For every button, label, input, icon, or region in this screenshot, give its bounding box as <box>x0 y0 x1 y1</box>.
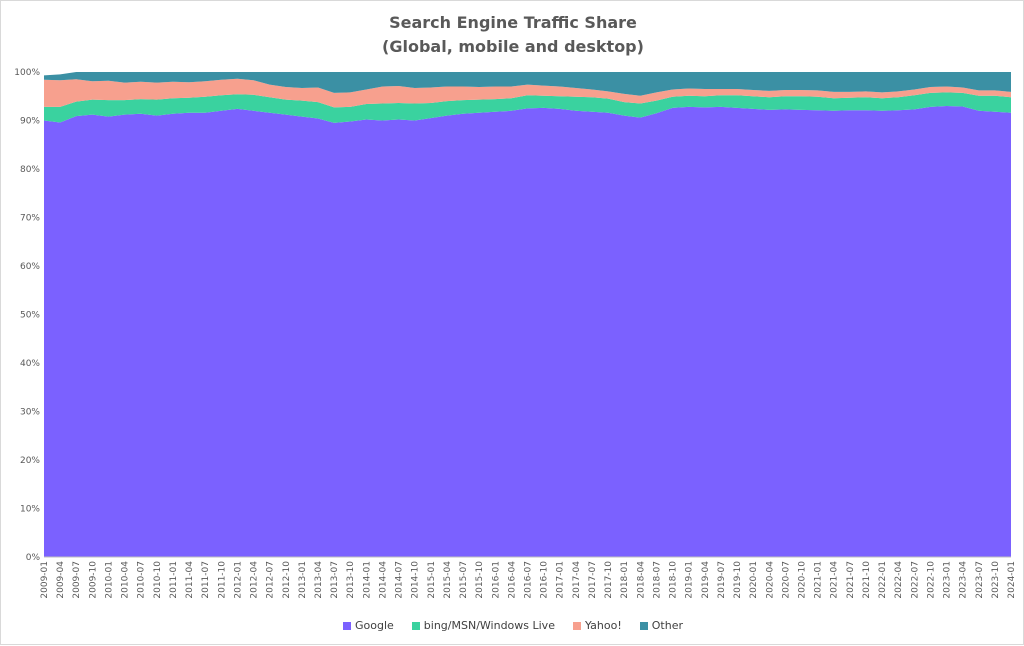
y-tick-label: 0% <box>26 553 41 563</box>
y-tick-label: 60% <box>20 262 40 272</box>
x-tick-label: 2021-07 <box>846 561 856 599</box>
x-tick-label: 2014-07 <box>395 561 405 599</box>
x-tick-label: 2011-07 <box>201 561 211 599</box>
legend-item-3: Other <box>639 619 683 632</box>
x-tick-label: 2011-01 <box>169 561 179 599</box>
area-series-0 <box>44 105 1011 557</box>
area-series-1 <box>44 92 1011 123</box>
x-tick-label: 2016-01 <box>491 561 501 599</box>
x-tick-label: 2022-10 <box>926 561 936 599</box>
x-tick-label: 2018-01 <box>620 561 630 599</box>
y-tick-label: 30% <box>20 408 40 418</box>
legend-swatch <box>411 621 420 630</box>
x-tick-label: 2023-01 <box>943 561 953 599</box>
y-tick-label: 50% <box>20 311 40 321</box>
x-tick-label: 2015-04 <box>443 561 453 599</box>
x-tick-label: 2010-07 <box>137 561 147 599</box>
chart-title: Search Engine Traffic Share <box>389 13 637 32</box>
x-tick-label: 2012-01 <box>233 561 243 599</box>
x-tick-label: 2009-07 <box>72 561 82 599</box>
x-tick-label: 2020-04 <box>765 561 775 599</box>
x-tick-label: 2021-01 <box>814 561 824 599</box>
x-tick-label: 2019-04 <box>701 561 711 599</box>
x-tick-label: 2016-04 <box>507 561 517 599</box>
x-tick-label: 2017-04 <box>572 561 582 599</box>
x-tick-label: 2021-04 <box>830 561 840 599</box>
x-tick-label: 2014-10 <box>411 561 421 599</box>
x-tick-label: 2024-01 <box>1007 561 1017 599</box>
legend-label: Other <box>651 619 683 632</box>
x-tick-label: 2021-10 <box>862 561 872 599</box>
y-tick-label: 90% <box>20 117 40 127</box>
x-tick-label: 2016-10 <box>540 561 550 599</box>
chart-subtitle: (Global, mobile and desktop) <box>382 37 644 56</box>
x-tick-label: 2009-10 <box>88 561 98 599</box>
x-tick-label: 2017-07 <box>588 561 598 599</box>
x-tick-label: 2011-04 <box>185 561 195 599</box>
x-tick-label: 2022-04 <box>894 561 904 599</box>
area-series-2 <box>44 78 1011 108</box>
x-tick-label: 2020-01 <box>749 561 759 599</box>
legend-swatch <box>639 621 648 630</box>
x-tick-label: 2009-04 <box>56 561 66 599</box>
legend-label: Yahoo! <box>584 619 622 632</box>
x-tick-label: 2015-10 <box>475 561 485 599</box>
legend-label: bing/MSN/Windows Live <box>423 619 555 632</box>
x-tick-label: 2020-10 <box>797 561 807 599</box>
legend-item-1: bing/MSN/Windows Live <box>411 619 555 632</box>
area-series-3 <box>44 72 1011 96</box>
x-tick-label: 2023-07 <box>975 561 985 599</box>
legend-swatch <box>572 621 581 630</box>
x-tick-label: 2017-01 <box>556 561 566 599</box>
x-tick-label: 2015-07 <box>459 561 469 599</box>
x-tick-label: 2012-07 <box>266 561 276 599</box>
x-tick-label: 2018-10 <box>669 561 679 599</box>
x-tick-label: 2013-07 <box>330 561 340 599</box>
x-tick-label: 2020-07 <box>781 561 791 599</box>
y-tick-label: 70% <box>20 214 40 224</box>
y-tick-label: 100% <box>14 68 40 78</box>
x-tick-label: 2009-01 <box>40 561 50 599</box>
x-tick-label: 2016-07 <box>524 561 534 599</box>
x-tick-label: 2010-01 <box>104 561 114 599</box>
y-tick-label: 10% <box>20 505 40 515</box>
y-tick-label: 20% <box>20 456 40 466</box>
x-tick-label: 2018-07 <box>652 561 662 599</box>
legend-item-0: Google <box>343 619 394 632</box>
chart-legend: Google bing/MSN/Windows Live Yahoo! Other <box>1 619 1024 632</box>
legend-swatch <box>343 621 351 630</box>
x-tick-label: 2022-07 <box>910 561 920 599</box>
legend-item-2: Yahoo! <box>572 619 622 632</box>
x-tick-label: 2019-01 <box>685 561 695 599</box>
x-tick-label: 2010-04 <box>121 561 131 599</box>
y-tick-label: 40% <box>20 359 40 369</box>
x-tick-label: 2013-10 <box>346 561 356 599</box>
x-tick-label: 2014-04 <box>378 561 388 599</box>
x-tick-label: 2023-10 <box>991 561 1001 599</box>
x-tick-label: 2019-10 <box>733 561 743 599</box>
x-tick-label: 2011-10 <box>217 561 227 599</box>
x-tick-label: 2013-04 <box>314 561 324 599</box>
x-tick-label: 2018-04 <box>636 561 646 599</box>
x-tick-label: 2015-01 <box>427 561 437 599</box>
x-tick-label: 2014-01 <box>362 561 372 599</box>
x-tick-label: 2010-10 <box>153 561 163 599</box>
legend-label: Google <box>355 619 394 632</box>
x-tick-label: 2012-04 <box>250 561 260 599</box>
x-tick-label: 2019-07 <box>717 561 727 599</box>
x-tick-label: 2017-10 <box>604 561 614 599</box>
x-tick-label: 2023-04 <box>959 561 969 599</box>
x-tick-label: 2012-10 <box>282 561 292 599</box>
x-tick-label: 2022-01 <box>878 561 888 599</box>
x-tick-label: 2013-01 <box>298 561 308 599</box>
y-tick-label: 80% <box>20 165 40 175</box>
